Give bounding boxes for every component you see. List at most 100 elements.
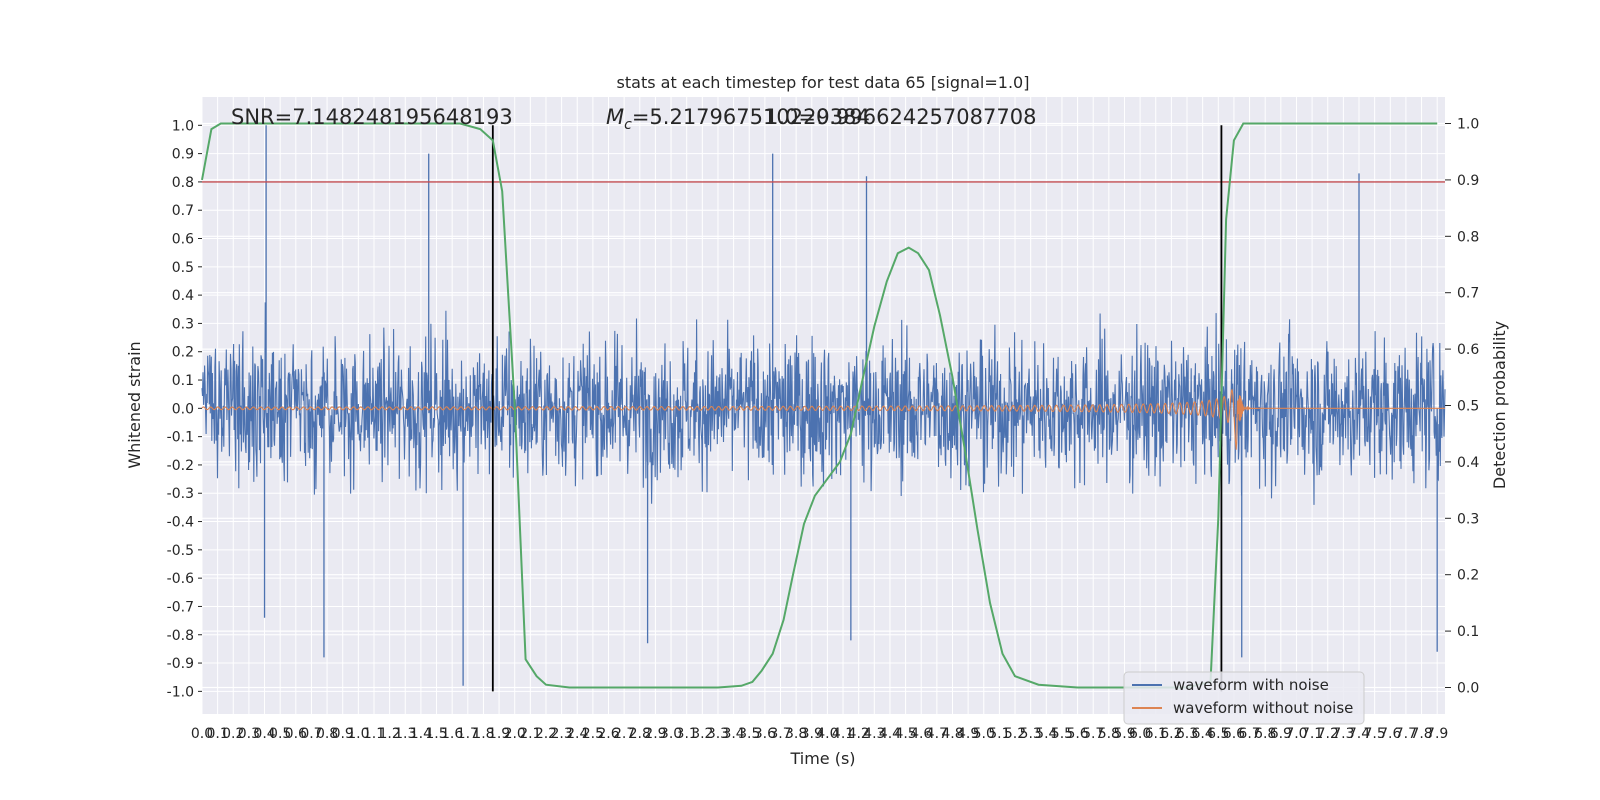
y-tick-label-right: 0.0 xyxy=(1457,680,1479,696)
x-tick-label: 3.5 xyxy=(738,726,760,742)
x-tick-label: 2.6 xyxy=(597,726,619,742)
x-tick-label: 0.1 xyxy=(207,726,229,742)
x-tick-label: 2.2 xyxy=(535,726,557,742)
x-tick-label: 4.2 xyxy=(848,726,870,742)
y-tick-label-right: 0.9 xyxy=(1457,173,1479,189)
waveform-without-noise-series xyxy=(201,388,1445,450)
y-tick-label-right: 0.3 xyxy=(1457,511,1479,527)
x-tick-label: 2.5 xyxy=(582,726,604,742)
x-tick-label: 6.0 xyxy=(1129,726,1151,742)
x-tick-label: 1.0 xyxy=(347,726,369,742)
x-tick-label: 6.5 xyxy=(1207,726,1229,742)
x-tick-label: 3.3 xyxy=(707,726,729,742)
x-tick-label: 5.5 xyxy=(1051,726,1073,742)
x-tick-label: 0.7 xyxy=(300,726,322,742)
x-tick-label: 6.6 xyxy=(1223,726,1245,742)
x-tick-label: 6.2 xyxy=(1160,726,1182,742)
y-axis-label-right: Detection probability xyxy=(1490,321,1509,489)
x-tick-label: 0.4 xyxy=(253,726,275,742)
y-tick-label-left: -0.7 xyxy=(167,599,194,615)
waveform-without-noise-line xyxy=(201,388,1445,450)
y-tick-label-left: 0.5 xyxy=(172,260,194,276)
x-tick-label: 1.5 xyxy=(425,726,447,742)
chirp-mass-annotation: Mc=5.217967510229384 xyxy=(606,105,870,133)
x-tick-label: 3.1 xyxy=(676,726,698,742)
legend-box xyxy=(1123,671,1365,725)
x-tick-label: 6.3 xyxy=(1176,726,1198,742)
x-tick-label: 1.3 xyxy=(394,726,416,742)
x-tick-label: 3.7 xyxy=(769,726,791,742)
x-tick-label: 5.1 xyxy=(988,726,1010,742)
x-tick-label: 4.6 xyxy=(910,726,932,742)
y-tick-label-left: -0.5 xyxy=(167,543,194,559)
x-tick-label: 4.7 xyxy=(926,726,948,742)
x-tick-label: 2.0 xyxy=(504,726,526,742)
legend: waveform with noise waveform without noi… xyxy=(1123,671,1365,725)
x-tick-label: 3.0 xyxy=(660,726,682,742)
x-tick-label: 1.4 xyxy=(410,726,432,742)
x-tick-label: 5.7 xyxy=(1082,726,1104,742)
x-tick-label: 5.6 xyxy=(1066,726,1088,742)
overlap-annotation: 1.0=0.996624257087708 xyxy=(765,105,1036,129)
x-tick-label: 0.5 xyxy=(269,726,291,742)
x-tick-label: 2.7 xyxy=(613,726,635,742)
x-tick-label: 7.2 xyxy=(1317,726,1339,742)
legend-label-noise: waveform with noise xyxy=(1173,676,1329,694)
y-tick-label-left: 0.1 xyxy=(172,373,194,389)
x-tick-label: 4.5 xyxy=(894,726,916,742)
y-tick-label-left: 0.2 xyxy=(172,345,194,361)
x-tick-label: 4.1 xyxy=(832,726,854,742)
x-tick-label: 1.8 xyxy=(472,726,494,742)
y-tick-label-right: 0.2 xyxy=(1457,568,1479,584)
chirp-mass-value: =5.217967510229384 xyxy=(632,105,870,129)
x-tick-label: 2.3 xyxy=(550,726,572,742)
x-tick-label: 6.8 xyxy=(1254,726,1276,742)
x-tick-label: 7.0 xyxy=(1285,726,1307,742)
x-tick-label: 3.4 xyxy=(722,726,744,742)
x-tick-label: 4.3 xyxy=(863,726,885,742)
x-tick-label: 0.3 xyxy=(238,726,260,742)
waveform-with-noise-line xyxy=(201,302,1446,505)
x-tick-label: 5.2 xyxy=(1004,726,1026,742)
x-tick-label: 7.5 xyxy=(1364,726,1386,742)
chirp-mass-subscript: c xyxy=(624,117,632,133)
x-ticks: 0.00.10.20.30.40.50.60.70.80.91.01.11.21… xyxy=(191,726,1448,742)
x-tick-label: 4.4 xyxy=(879,726,901,742)
waveform-with-noise-series xyxy=(201,125,1446,686)
x-tick-label: 0.9 xyxy=(332,726,354,742)
x-tick-label: 3.9 xyxy=(801,726,823,742)
x-tick-label: 0.6 xyxy=(285,726,307,742)
y-tick-label-right: 0.7 xyxy=(1457,286,1479,302)
y-tick-label-left: 0.0 xyxy=(172,401,194,417)
x-tick-label: 4.0 xyxy=(816,726,838,742)
x-axis-label: Time (s) xyxy=(789,749,855,768)
x-tick-label: 6.7 xyxy=(1238,726,1260,742)
x-tick-label: 5.0 xyxy=(973,726,995,742)
y-tick-label-left: -0.6 xyxy=(167,571,194,587)
x-tick-label: 7.7 xyxy=(1395,726,1417,742)
x-tick-label: 1.9 xyxy=(488,726,510,742)
x-tick-label: 0.8 xyxy=(316,726,338,742)
legend-label-clean: waveform without noise xyxy=(1173,699,1353,717)
x-tick-label: 3.2 xyxy=(691,726,713,742)
chart-title: stats at each timestep for test data 65 … xyxy=(617,73,1030,92)
x-tick-label: 6.4 xyxy=(1192,726,1214,742)
x-tick-label: 0.2 xyxy=(222,726,244,742)
x-tick-label: 7.8 xyxy=(1410,726,1432,742)
x-tick-label: 7.3 xyxy=(1332,726,1354,742)
x-tick-label: 5.4 xyxy=(1035,726,1057,742)
x-tick-label: 7.1 xyxy=(1301,726,1323,742)
x-tick-label: 3.8 xyxy=(785,726,807,742)
x-tick-label: 5.8 xyxy=(1098,726,1120,742)
y-tick-label-left: 0.6 xyxy=(172,232,194,248)
y-tick-label-left: -0.3 xyxy=(167,486,194,502)
y-tick-label-left: 0.8 xyxy=(172,175,194,191)
x-tick-label: 1.1 xyxy=(363,726,385,742)
y-tick-label-left: 0.4 xyxy=(172,288,194,304)
x-tick-label: 6.9 xyxy=(1270,726,1292,742)
y-tick-label-left: 0.9 xyxy=(172,147,194,163)
y-tick-label-left: -0.2 xyxy=(167,458,194,474)
y-tick-label-right: 0.5 xyxy=(1457,399,1479,415)
x-tick-label: 7.4 xyxy=(1348,726,1370,742)
y-tick-label-right: 0.8 xyxy=(1457,229,1479,245)
